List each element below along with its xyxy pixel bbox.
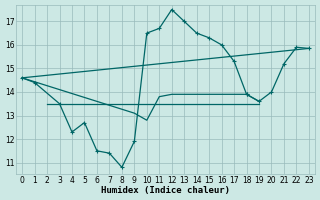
X-axis label: Humidex (Indice chaleur): Humidex (Indice chaleur) — [101, 186, 230, 195]
